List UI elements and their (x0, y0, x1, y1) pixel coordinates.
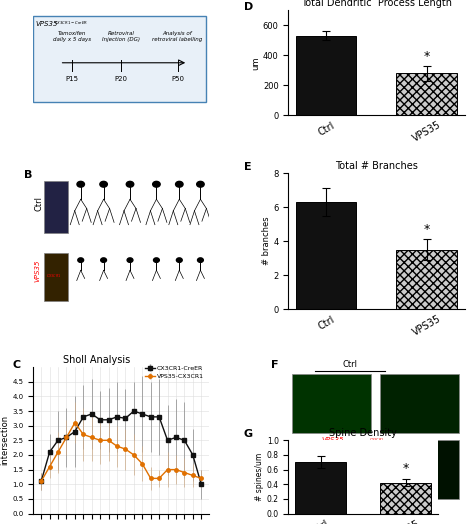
FancyBboxPatch shape (44, 181, 68, 233)
FancyBboxPatch shape (380, 440, 459, 499)
Bar (33, 16, 206, 102)
Circle shape (153, 181, 160, 187)
Bar (396, 73, 456, 115)
Y-axis label: # spines/um: # spines/um (255, 453, 264, 501)
Text: Retroviral
Injection (DG): Retroviral Injection (DG) (102, 31, 140, 42)
Text: E: E (245, 162, 252, 172)
Bar (396, 249, 456, 309)
Text: G: G (244, 429, 253, 439)
Text: P50: P50 (171, 76, 184, 82)
Circle shape (175, 181, 183, 187)
Title: Total # Branches: Total # Branches (335, 161, 418, 171)
Text: C: C (12, 360, 20, 370)
Text: D: D (245, 2, 254, 12)
Circle shape (176, 258, 182, 263)
Circle shape (127, 258, 133, 263)
Bar (296, 36, 356, 115)
FancyBboxPatch shape (44, 253, 68, 301)
Title: Total Dendritic  Process Length: Total Dendritic Process Length (301, 0, 452, 8)
Circle shape (197, 181, 204, 187)
Y-axis label: # branches: # branches (262, 217, 271, 265)
Text: VPS35: VPS35 (35, 260, 41, 282)
Text: Ctrl: Ctrl (343, 361, 357, 369)
Circle shape (100, 258, 107, 263)
FancyBboxPatch shape (292, 440, 371, 499)
Text: $^{CX3CR1-CreER}$: $^{CX3CR1-CreER}$ (55, 21, 88, 26)
Text: *: * (423, 223, 429, 236)
Text: Analysis of
retroviral labelling: Analysis of retroviral labelling (153, 31, 203, 42)
Y-axis label: um: um (251, 56, 260, 70)
Circle shape (198, 258, 203, 263)
Text: Ctrl: Ctrl (35, 195, 44, 211)
Circle shape (77, 181, 84, 187)
Text: $^{CX3CR1}$: $^{CX3CR1}$ (46, 274, 61, 279)
Bar (380, 483, 431, 514)
Text: VPS35: VPS35 (36, 20, 58, 27)
Title: Spine Density: Spine Density (329, 428, 397, 438)
Circle shape (78, 258, 83, 263)
Circle shape (154, 258, 159, 263)
Circle shape (126, 181, 134, 187)
Text: B: B (24, 170, 33, 180)
Text: $^{CX3CR1}$: $^{CX3CR1}$ (369, 438, 385, 442)
Text: *: * (403, 462, 409, 475)
FancyBboxPatch shape (380, 375, 459, 433)
FancyBboxPatch shape (292, 375, 371, 433)
Text: F: F (271, 360, 278, 370)
Text: Tamoxifen
daily x 5 days: Tamoxifen daily x 5 days (53, 31, 91, 42)
Text: P15: P15 (65, 76, 78, 82)
Bar (295, 462, 346, 514)
Circle shape (100, 181, 107, 187)
Bar (296, 202, 356, 309)
Legend: CX3CR1-CreER, VPS35-CX3CR1: CX3CR1-CreER, VPS35-CX3CR1 (143, 363, 206, 382)
Y-axis label: intersection: intersection (0, 415, 9, 465)
Text: *: * (423, 50, 429, 63)
Text: Sholl Analysis: Sholl Analysis (63, 355, 130, 365)
Text: P20: P20 (115, 76, 128, 82)
Text: VPS35: VPS35 (321, 438, 344, 443)
